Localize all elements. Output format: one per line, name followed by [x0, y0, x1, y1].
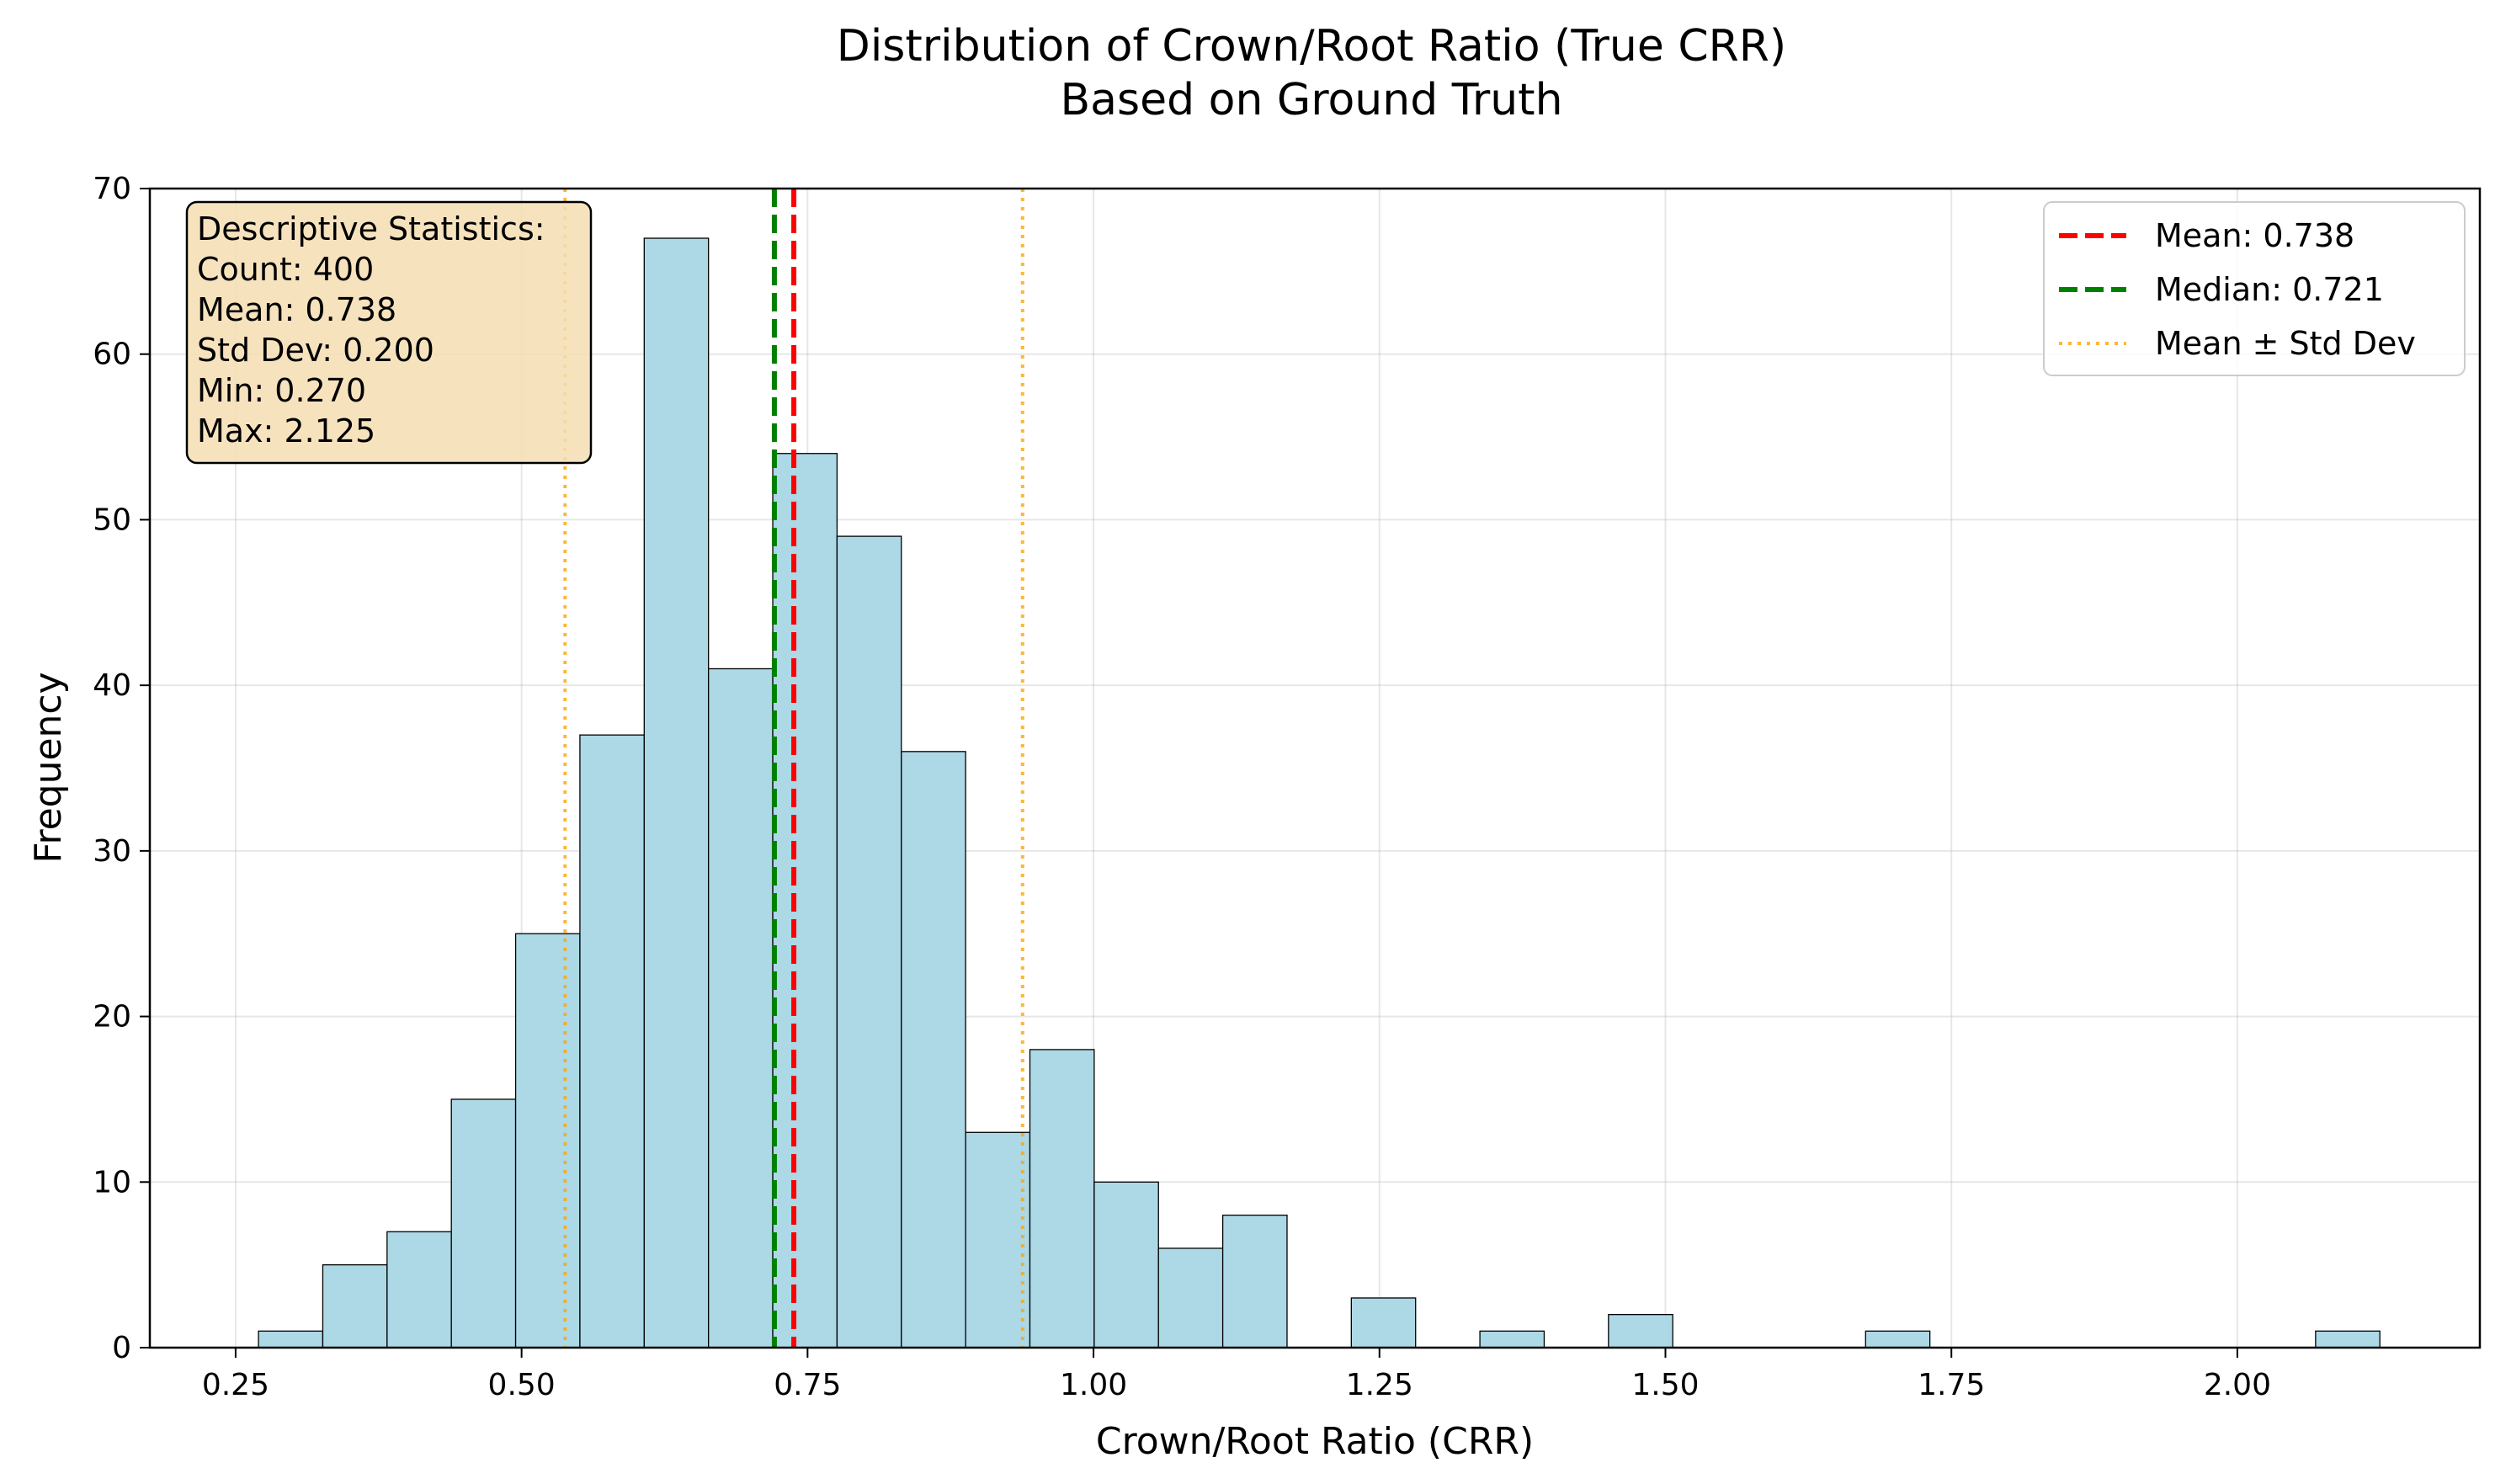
chart-title: Distribution of Crown/Root Ratio (True C…	[837, 21, 1786, 72]
histogram-bar	[514, 933, 581, 1348]
y-tick-label: 30	[93, 834, 131, 869]
stats-min: Min: 0.270	[197, 372, 366, 409]
legend-mean-label: Mean: 0.738	[2155, 217, 2354, 254]
histogram-bar	[579, 734, 645, 1348]
x-axis-ticks: 0.25 0.50 0.75 1.00 1.25 1.50 1.75 2.00	[202, 1348, 2271, 1402]
x-tick-label: 0.25	[202, 1368, 269, 1402]
stats-box: Descriptive Statistics: Count: 400 Mean:…	[185, 200, 593, 465]
histogram-bar	[1093, 1181, 1159, 1348]
histogram-bar	[386, 1231, 452, 1348]
stats-count: Count: 400	[197, 251, 374, 288]
histogram-bars	[258, 237, 2381, 1348]
histogram-bar	[2315, 1330, 2381, 1348]
y-tick-label: 70	[93, 172, 131, 206]
histogram-bar	[258, 1330, 324, 1348]
legend-std-label: Mean ± Std Dev	[2155, 325, 2416, 362]
stats-mean: Mean: 0.738	[197, 291, 396, 328]
x-tick-label: 1.25	[1346, 1368, 1413, 1402]
x-tick-label: 1.00	[1060, 1368, 1127, 1402]
histogram-bar	[643, 237, 710, 1348]
histogram-bar	[1029, 1049, 1095, 1348]
stats-box-background	[185, 200, 593, 465]
histogram-bar	[1157, 1247, 1224, 1348]
x-tick-label: 2.00	[2204, 1368, 2271, 1402]
x-tick-label: 0.50	[488, 1368, 556, 1402]
y-axis-ticks: 0 10 20 30 40 50 60 70	[93, 172, 150, 1365]
histogram-bar	[322, 1263, 388, 1348]
y-tick-label: 40	[93, 668, 131, 703]
histogram-bar	[901, 751, 966, 1348]
y-tick-label: 20	[93, 1000, 131, 1035]
histogram-bar	[1608, 1314, 1673, 1348]
y-tick-label: 0	[112, 1331, 131, 1365]
histogram-bar	[1350, 1297, 1417, 1348]
histogram-bar	[772, 453, 838, 1348]
y-tick-label: 60	[93, 338, 131, 372]
stats-std: Std Dev: 0.200	[197, 332, 434, 369]
y-tick-label: 50	[93, 503, 131, 537]
legend: Mean: 0.738 Median: 0.721 Mean ± Std Dev	[2043, 201, 2466, 376]
plot-frame	[148, 187, 2482, 1349]
histogram-bar	[836, 535, 902, 1348]
histogram-bar	[1221, 1214, 1288, 1348]
x-tick-label: 1.75	[1918, 1368, 1985, 1402]
histogram-bar	[965, 1131, 1031, 1348]
stats-max: Max: 2.125	[197, 412, 375, 449]
chart-subtitle: Based on Ground Truth	[1060, 75, 1562, 125]
y-tick-label: 10	[93, 1165, 131, 1199]
x-tick-label: 1.50	[1631, 1368, 1699, 1402]
stats-heading: Descriptive Statistics:	[197, 210, 545, 247]
histogram-bar	[1479, 1330, 1545, 1348]
histogram-bar	[450, 1098, 517, 1348]
histogram-bar	[708, 668, 774, 1348]
x-tick-label: 0.75	[774, 1368, 841, 1402]
reference-lines	[563, 189, 1024, 1348]
x-axis-label: Crown/Root Ratio (CRR)	[1096, 1420, 1534, 1463]
legend-median-label: Median: 0.721	[2155, 271, 2384, 308]
legend-frame	[2043, 201, 2466, 376]
histogram-bar	[1865, 1330, 1931, 1348]
y-axis-label: Frequency	[27, 672, 70, 863]
